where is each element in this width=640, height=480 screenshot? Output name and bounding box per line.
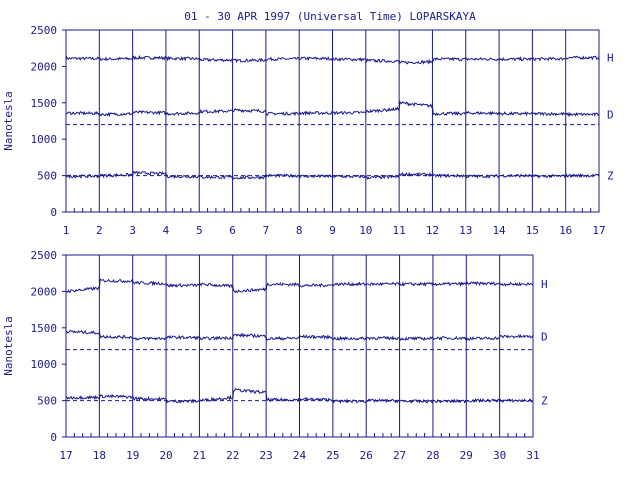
series-label-D: D: [541, 331, 548, 344]
series-trace-D: [65, 100, 600, 118]
x-tick-label: 27: [393, 449, 406, 462]
y-tick-label: 1000: [31, 358, 58, 371]
x-tick-label: 8: [296, 224, 303, 237]
x-tick-label: 23: [260, 449, 273, 462]
series-label-Z: Z: [541, 395, 548, 408]
y-tick-label: 500: [37, 170, 57, 183]
series-trace-H: [65, 277, 534, 294]
x-tick-label: 28: [426, 449, 439, 462]
x-tick-label: 13: [459, 224, 472, 237]
x-tick-label: 2: [96, 224, 103, 237]
x-tick-label: 21: [193, 449, 206, 462]
y-tick-label: 2500: [31, 24, 58, 37]
series-trace-Z: [65, 387, 534, 404]
x-tick-label: 4: [163, 224, 170, 237]
series-trace-Z: [65, 170, 600, 180]
x-tick-label: 10: [359, 224, 372, 237]
series-label-Z: Z: [607, 170, 614, 183]
y-tick-label: 2000: [31, 285, 58, 298]
y-axis-label: Nanotesla: [2, 316, 15, 376]
y-tick-label: 2500: [31, 249, 58, 262]
x-tick-label: 5: [196, 224, 203, 237]
y-tick-label: 1500: [31, 97, 58, 110]
x-tick-label: 19: [126, 449, 139, 462]
y-tick-label: 0: [50, 431, 57, 444]
x-tick-label: 16: [559, 224, 572, 237]
series-label-H: H: [541, 278, 548, 291]
x-tick-label: 7: [263, 224, 270, 237]
x-tick-label: 20: [159, 449, 172, 462]
x-tick-label: 24: [293, 449, 307, 462]
y-tick-label: 0: [50, 206, 57, 219]
x-tick-label: 15: [526, 224, 539, 237]
x-tick-label: 6: [229, 224, 236, 237]
x-tick-label: 18: [93, 449, 106, 462]
y-tick-label: 500: [37, 395, 57, 408]
x-tick-label: 17: [592, 224, 605, 237]
x-tick-label: 3: [129, 224, 136, 237]
chart-title: 01 - 30 APR 1997 (Universal Time) LOPARS…: [184, 10, 476, 23]
x-tick-label: 31: [526, 449, 539, 462]
x-tick-label: 1: [63, 224, 70, 237]
x-tick-label: 14: [492, 224, 506, 237]
x-tick-label: 17: [59, 449, 72, 462]
x-tick-label: 12: [426, 224, 439, 237]
x-tick-label: 11: [393, 224, 406, 237]
x-tick-label: 30: [493, 449, 506, 462]
series-label-H: H: [607, 52, 614, 65]
y-axis-label: Nanotesla: [2, 91, 15, 151]
y-tick-label: 1000: [31, 133, 58, 146]
x-tick-label: 26: [360, 449, 373, 462]
top-panel: 1 2 3 4 5 6 7 8 9 10 11 12 13 14 15 16 17050010001500200…: [2, 24, 614, 237]
series-trace-D: [65, 329, 534, 342]
series-label-D: D: [607, 108, 614, 121]
x-tick-label: 29: [460, 449, 473, 462]
x-tick-label: 9: [329, 224, 336, 237]
y-tick-label: 1500: [31, 322, 58, 335]
bottom-panel: 17 18 19 20 21 22 23 24 25 26 27 28 29 30 31 0 500 1000 15…: [2, 249, 548, 462]
x-tick-label: 25: [326, 449, 339, 462]
series-trace-H: [65, 54, 600, 65]
y-tick-label: 2000: [31, 60, 58, 73]
x-tick-label: 22: [226, 449, 239, 462]
